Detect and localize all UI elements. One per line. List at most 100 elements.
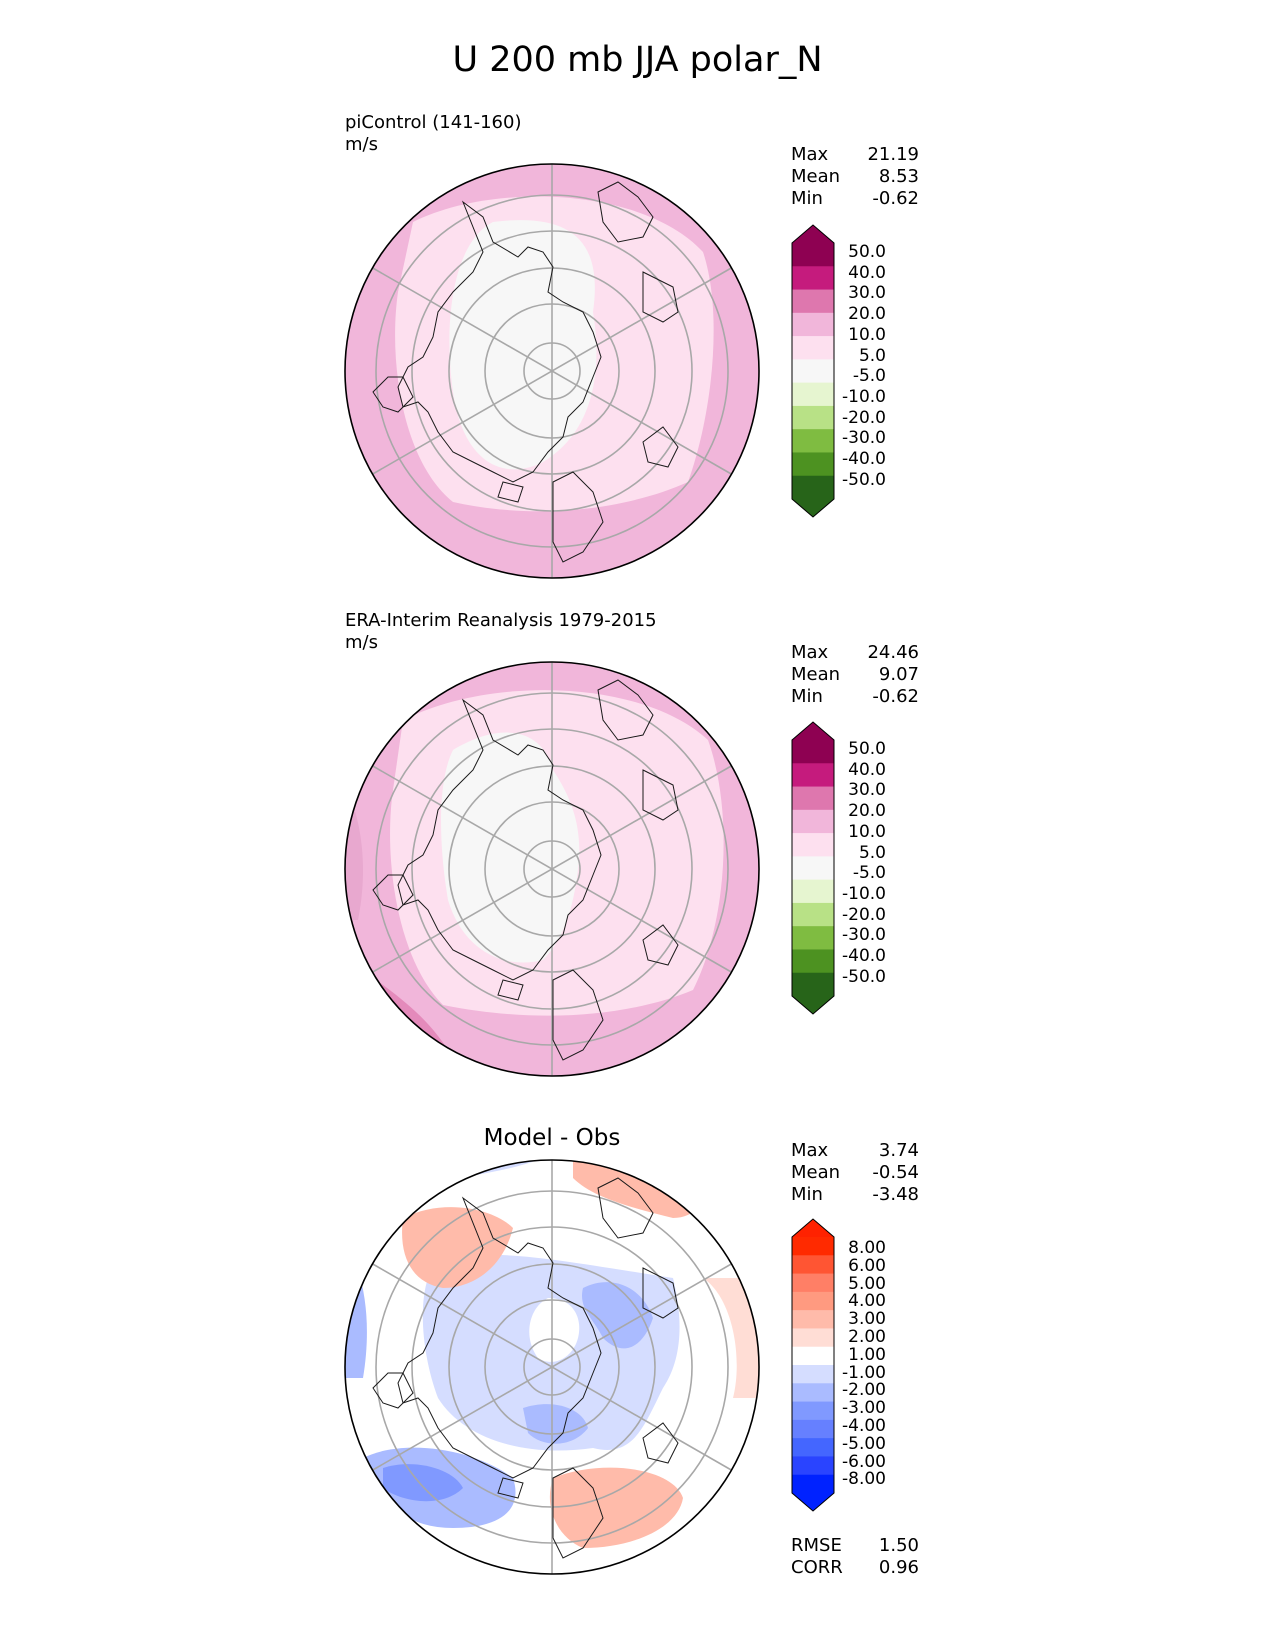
colorbar-segment [792, 809, 834, 834]
colorbar-tick-label: 6.00 [848, 1255, 886, 1276]
stat-value: -0.62 [872, 188, 919, 209]
colorbar-tick-label: 1.00 [848, 1344, 886, 1365]
colorbar-test [791, 224, 835, 518]
stat-value: 9.07 [878, 664, 919, 685]
stat-label: Mean [791, 1162, 841, 1183]
colorbar-tick-label: 20.0 [848, 304, 886, 325]
colorbar-segment [792, 1401, 834, 1421]
colorbar-segment [792, 1383, 834, 1403]
colorbar-tick-label: -6.00 [842, 1451, 886, 1472]
stat-max: Max 3.74 [791, 1140, 919, 1162]
colorbar-tick-label: -1.00 [842, 1362, 886, 1383]
colorbar-tick-label: -10.0 [842, 883, 886, 904]
stat-value: 1.50 [878, 1535, 919, 1556]
colorbar-extension-top [792, 225, 834, 243]
colorbar-segment [792, 429, 834, 453]
colorbar-segment [792, 1456, 834, 1476]
colorbar-segment [792, 833, 834, 857]
colorbar-segment [792, 475, 834, 500]
colorbar-tick-label: 8.00 [848, 1238, 886, 1258]
colorbar-segment [792, 856, 834, 881]
stat-label: CORR [791, 1557, 843, 1578]
polar-map-test [344, 163, 760, 579]
stat-label: Min [791, 188, 823, 209]
colorbar-outline [791, 721, 835, 1015]
panel-title-reference: ERA-Interim Reanalysis 1979-2015 m/s [345, 610, 657, 654]
polar-map-reference [344, 661, 760, 1077]
stat-label: Mean [791, 166, 841, 187]
colorbar-labels-difference: 8.00 6.00 5.00 4.00 3.00 2.00 1.00 -1.00… [836, 1238, 886, 1498]
colorbar-tick-label: 4.00 [848, 1291, 886, 1312]
stats-difference-extra: RMSE 1.50 CORR 0.96 [791, 1535, 919, 1579]
colorbar-segment [792, 1291, 834, 1311]
colorbar-segment [792, 336, 834, 360]
stats-test: Max 21.19 Mean 8.53 Min -0.62 [791, 144, 919, 210]
stat-min: Min -3.48 [791, 1184, 919, 1206]
stat-max: Max 24.46 [791, 642, 919, 664]
panel-title-reference-name: ERA-Interim Reanalysis 1979-2015 [345, 610, 657, 631]
colorbar-tick-label: 10.0 [848, 821, 886, 842]
stat-min: Min -0.62 [791, 188, 919, 210]
colorbar-segment [792, 452, 834, 477]
stat-label: Max [791, 144, 829, 165]
colorbar-reference [791, 721, 835, 1015]
colorbar-extension-bottom [792, 1493, 834, 1511]
colorbar-tick-label: 40.0 [848, 759, 886, 780]
colorbar-segment [792, 1474, 834, 1494]
colorbar-segment [792, 972, 834, 997]
colorbar-segment [792, 266, 834, 291]
stat-min: Min -0.62 [791, 686, 919, 708]
colorbar-segment [792, 312, 834, 337]
colorbar-labels-test: 50.0 40.0 30.0 20.0 10.0 5.0 -5.0 -10.0 … [836, 242, 886, 502]
panel-title-test: piControl (141-160) m/s [345, 112, 521, 156]
colorbar-tick-label: -50.0 [842, 469, 886, 490]
colorbar-difference [791, 1218, 835, 1512]
colorbar-tick-label: -10.0 [842, 386, 886, 407]
stat-value: -0.62 [872, 686, 919, 707]
colorbar-tick-label: 30.0 [848, 283, 886, 304]
colorbar-tick-label: 5.0 [858, 345, 886, 366]
stat-value: 0.96 [878, 1557, 919, 1578]
stat-label: RMSE [791, 1535, 842, 1556]
colorbar-segment [792, 1328, 834, 1348]
panel-title-reference-units: m/s [345, 632, 378, 653]
colorbar-segment [792, 243, 834, 267]
colorbar-segment [792, 879, 834, 904]
colorbar-segment [792, 1365, 834, 1384]
stat-value: -0.54 [872, 1162, 919, 1183]
colorbar-tick-label: -5.00 [842, 1433, 886, 1454]
colorbar-segment [792, 359, 834, 384]
stat-value: -3.48 [872, 1184, 919, 1205]
colorbar-segment [792, 1346, 834, 1366]
colorbar-tick-label: 30.0 [848, 780, 886, 801]
colorbar-tick-label: -30.0 [842, 428, 886, 449]
colorbar-segment [792, 289, 834, 314]
colorbar-tick-label: 50.0 [848, 242, 886, 262]
colorbar-segment [792, 902, 834, 927]
colorbar-tick-label: 10.0 [848, 324, 886, 345]
colorbar-tick-label: 2.00 [848, 1327, 886, 1347]
panel-title-difference: Model - Obs [483, 1125, 621, 1151]
stats-reference: Max 24.46 Mean 9.07 Min -0.62 [791, 642, 919, 708]
colorbar-tick-label: -5.0 [852, 366, 886, 387]
colorbar-tick-label: -40.0 [842, 449, 886, 469]
panel-title-test-name: piControl (141-160) [345, 112, 522, 133]
colorbar-tick-label: -5.0 [852, 863, 886, 884]
stat-label: Mean [791, 664, 841, 685]
colorbar-labels-reference: 50.0 40.0 30.0 20.0 10.0 5.0 -5.0 -10.0 … [836, 739, 886, 999]
stat-mean: Mean 8.53 [791, 166, 919, 188]
stat-corr: CORR 0.96 [791, 1557, 919, 1579]
colorbar-tick-label: -2.00 [842, 1380, 886, 1401]
colorbar-tick-label: -20.0 [842, 904, 886, 925]
stat-label: Min [791, 686, 823, 707]
colorbar-extension-bottom [792, 499, 834, 517]
panel-title-test-units: m/s [345, 134, 378, 155]
stats-difference: Max 3.74 Mean -0.54 Min -3.48 [791, 1140, 919, 1206]
colorbar-segment [792, 949, 834, 974]
colorbar-tick-label: 5.00 [848, 1273, 886, 1294]
stat-value: 3.74 [878, 1140, 919, 1161]
colorbar-tick-label: -8.00 [842, 1469, 886, 1490]
colorbar-extension-bottom [792, 996, 834, 1014]
colorbar-segment [792, 740, 834, 764]
colorbar-segment [792, 763, 834, 788]
